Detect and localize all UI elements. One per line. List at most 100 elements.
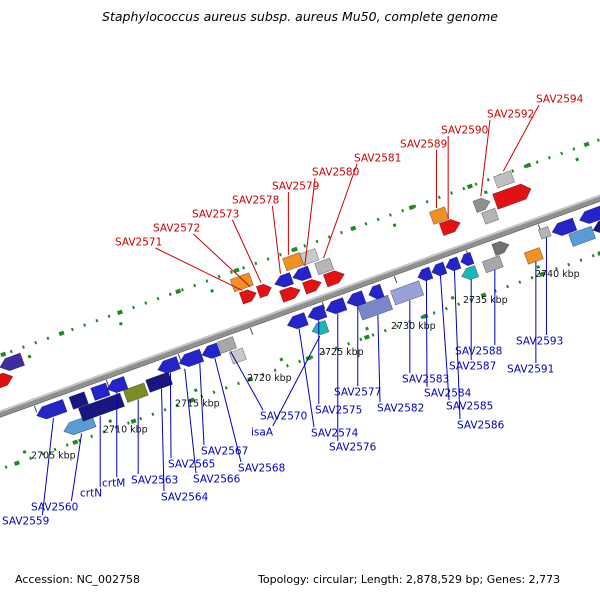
gene-glyph[interactable] bbox=[302, 277, 323, 295]
gene-glyph[interactable] bbox=[282, 252, 305, 272]
gene-glyph[interactable] bbox=[537, 225, 552, 240]
gene-label[interactable]: SAV2567 bbox=[201, 446, 248, 458]
gene-glyph[interactable] bbox=[68, 391, 89, 410]
gene-label[interactable]: SAV2590 bbox=[441, 125, 488, 137]
gene-label[interactable]: SAV2568 bbox=[238, 463, 285, 475]
gene-glyph[interactable] bbox=[430, 261, 448, 278]
gene-glyph[interactable] bbox=[568, 225, 597, 247]
gene-glyph[interactable] bbox=[177, 348, 205, 369]
gene-label[interactable]: SAV2566 bbox=[193, 474, 241, 486]
gene-glyph[interactable] bbox=[429, 206, 450, 225]
gene-glyph[interactable] bbox=[460, 265, 480, 282]
gene-label[interactable]: SAV2578 bbox=[232, 195, 279, 207]
gene-label[interactable]: SAV2583 bbox=[402, 374, 449, 386]
gene-label[interactable]: crtN bbox=[80, 488, 102, 500]
gene-label[interactable]: SAV2572 bbox=[153, 223, 200, 235]
gene-glyph[interactable] bbox=[390, 280, 425, 306]
gene-glyph[interactable] bbox=[78, 392, 125, 422]
gene-label[interactable]: isaA bbox=[251, 427, 274, 439]
gene-glyph[interactable] bbox=[322, 268, 346, 288]
gene-label[interactable]: SAV2582 bbox=[377, 403, 424, 415]
gene-glyph[interactable] bbox=[156, 356, 181, 376]
gene-glyph[interactable] bbox=[255, 282, 273, 299]
gene-glyph[interactable] bbox=[492, 181, 534, 210]
label-leader-line bbox=[322, 163, 358, 259]
gene-glyph[interactable] bbox=[90, 382, 111, 401]
gene-label[interactable]: SAV2564 bbox=[161, 492, 209, 504]
ruler-label: 2725 kbp bbox=[319, 347, 364, 358]
gene-label[interactable]: SAV2580 bbox=[312, 167, 359, 179]
genome-axis-line[interactable] bbox=[0, 191, 600, 421]
gene-label[interactable]: SAV2563 bbox=[131, 475, 178, 487]
gene-glyph[interactable] bbox=[200, 342, 222, 361]
gene-glyph[interactable] bbox=[416, 266, 434, 283]
gene-glyph[interactable] bbox=[459, 251, 475, 267]
gene-glyph[interactable] bbox=[217, 336, 238, 354]
gene-glyph[interactable] bbox=[105, 376, 129, 395]
gene-glyph[interactable] bbox=[438, 217, 462, 237]
gene-glyph[interactable] bbox=[345, 290, 367, 309]
gene-label[interactable]: SAV2586 bbox=[457, 420, 505, 432]
gene-label[interactable]: SAV2573 bbox=[192, 209, 239, 221]
gene-glyph[interactable] bbox=[34, 399, 68, 421]
gene-label[interactable]: crtM bbox=[102, 478, 125, 490]
ruler-label: 2730 kbp bbox=[391, 321, 436, 332]
label-leader-line bbox=[304, 177, 316, 267]
gene-label[interactable]: SAV2584 bbox=[424, 388, 472, 400]
label-leader-line bbox=[70, 433, 83, 502]
gene-label[interactable]: SAV2575 bbox=[315, 405, 362, 417]
gene-label[interactable]: SAV2570 bbox=[260, 411, 307, 423]
gene-glyph[interactable] bbox=[285, 312, 309, 332]
gene-label[interactable]: SAV2571 bbox=[115, 237, 162, 249]
gene-glyph[interactable] bbox=[367, 283, 385, 301]
gene-label[interactable]: SAV2585 bbox=[446, 401, 493, 413]
label-leader-line bbox=[229, 350, 264, 411]
gene-glyph[interactable] bbox=[238, 287, 258, 305]
gene-glyph[interactable] bbox=[229, 272, 254, 293]
gene-label[interactable]: SAV2579 bbox=[272, 181, 319, 193]
gene-glyph[interactable] bbox=[523, 247, 544, 265]
gene-label[interactable]: SAV2589 bbox=[400, 139, 447, 151]
gene-glyph[interactable] bbox=[145, 371, 174, 393]
gene-glyph[interactable] bbox=[291, 265, 313, 283]
gene-glyph[interactable] bbox=[273, 272, 295, 290]
gene-label[interactable]: SAV2565 bbox=[168, 459, 215, 471]
gene-label[interactable]: SAV2587 bbox=[449, 361, 496, 373]
gene-label[interactable]: SAV2560 bbox=[31, 502, 78, 514]
gene-glyph[interactable] bbox=[62, 414, 97, 437]
gene-glyph[interactable] bbox=[0, 370, 15, 392]
label-leader-line bbox=[425, 280, 428, 388]
gene-glyph[interactable] bbox=[122, 382, 149, 403]
gene-label[interactable]: SAV2594 bbox=[536, 94, 584, 106]
label-leader-line bbox=[272, 335, 321, 427]
gene-glyph[interactable] bbox=[577, 205, 600, 226]
gene-glyph[interactable] bbox=[481, 255, 504, 274]
gene-glyph[interactable] bbox=[324, 297, 348, 317]
gene-label[interactable]: SAV2593 bbox=[516, 336, 563, 348]
gene-glyph[interactable] bbox=[279, 284, 302, 303]
gene-glyph[interactable] bbox=[472, 196, 492, 213]
gene-label[interactable]: SAV2591 bbox=[507, 364, 554, 376]
gene-glyph[interactable] bbox=[444, 256, 462, 273]
gene-glyph[interactable] bbox=[314, 257, 335, 276]
gene-glyph[interactable] bbox=[0, 352, 25, 373]
gene-glyph[interactable] bbox=[228, 347, 247, 365]
label-leader-line bbox=[184, 368, 197, 474]
gene-label[interactable]: SAV2581 bbox=[354, 153, 401, 165]
gene-label[interactable]: SAV2559 bbox=[2, 516, 49, 528]
gene-label[interactable]: SAV2577 bbox=[334, 387, 381, 399]
gene-label[interactable]: SAV2592 bbox=[487, 109, 534, 121]
gene-glyph[interactable] bbox=[550, 217, 578, 238]
gene-glyph[interactable] bbox=[299, 248, 320, 266]
gene-glyph[interactable] bbox=[493, 170, 515, 189]
gene-glyph[interactable] bbox=[481, 207, 500, 225]
gene-glyph[interactable] bbox=[306, 304, 328, 323]
gene-label[interactable]: SAV2574 bbox=[311, 428, 359, 440]
label-leader-line bbox=[161, 388, 165, 492]
gene-label[interactable]: SAV2576 bbox=[329, 442, 377, 454]
gene-glyph[interactable] bbox=[491, 239, 511, 257]
gene-label[interactable]: SAV2588 bbox=[455, 346, 502, 358]
gene-glyph[interactable] bbox=[310, 320, 330, 337]
